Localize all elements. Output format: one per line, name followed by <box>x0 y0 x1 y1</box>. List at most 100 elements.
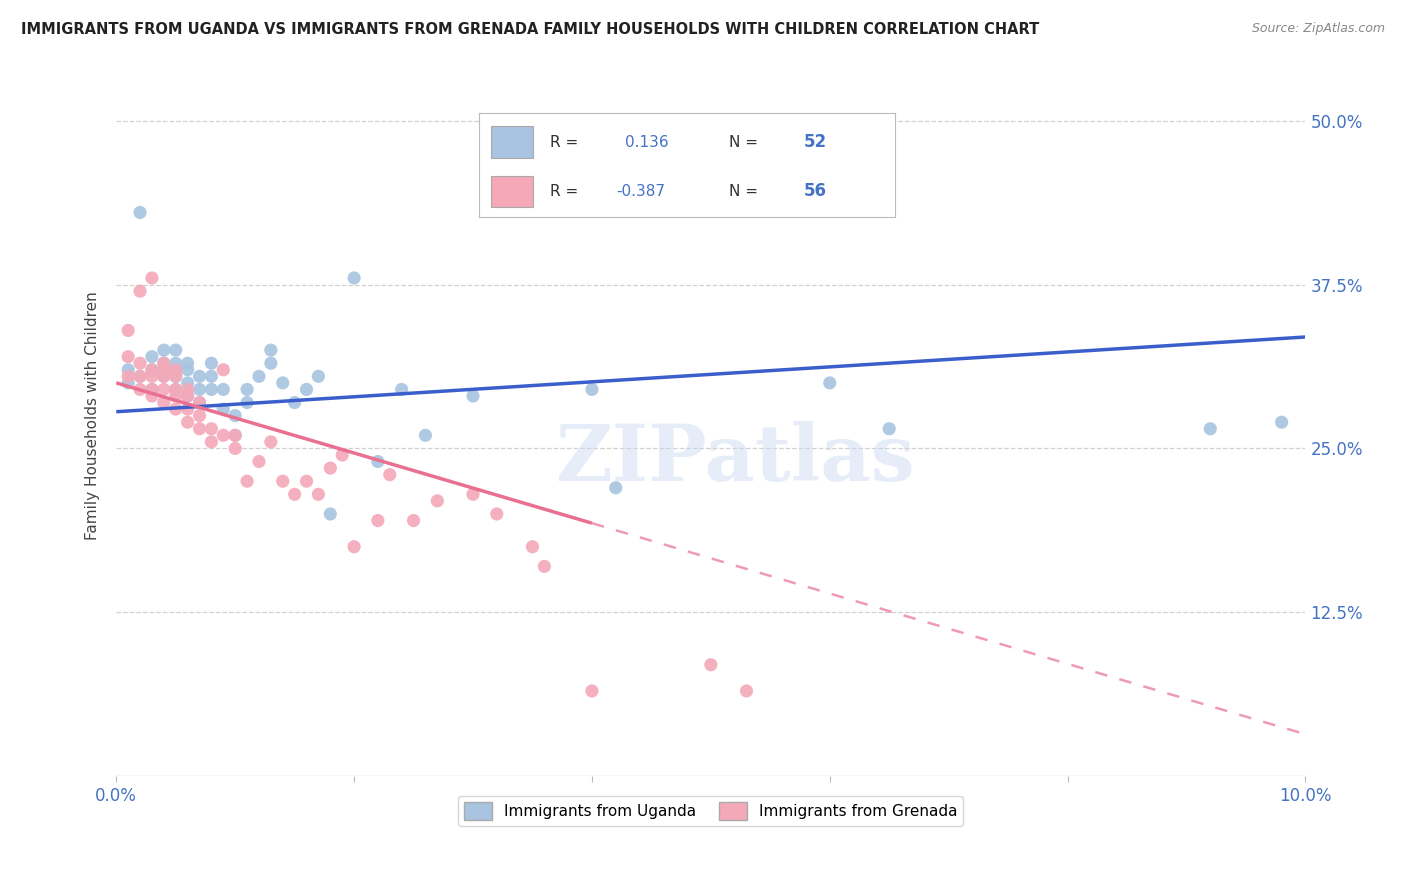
Point <box>295 474 318 488</box>
Point <box>153 363 176 377</box>
Point <box>212 383 235 397</box>
Point <box>176 402 198 417</box>
Point <box>153 356 176 370</box>
Point <box>188 409 211 423</box>
Point <box>176 356 198 370</box>
Point <box>877 422 900 436</box>
Point <box>236 395 259 409</box>
Point <box>176 415 198 429</box>
Point <box>378 467 401 482</box>
Point <box>117 350 139 364</box>
Point <box>818 376 841 390</box>
Point <box>141 369 163 384</box>
Point <box>367 514 389 528</box>
Point <box>176 389 198 403</box>
Point <box>153 369 176 384</box>
Point <box>129 383 152 397</box>
Point <box>165 363 187 377</box>
Point <box>117 369 139 384</box>
Point <box>165 356 187 370</box>
Point <box>188 395 211 409</box>
Point <box>330 448 353 462</box>
Point <box>605 481 627 495</box>
Point <box>165 389 187 403</box>
Point <box>165 402 187 417</box>
Point <box>224 428 246 442</box>
Point <box>176 389 198 403</box>
Point <box>533 559 555 574</box>
Point <box>284 487 307 501</box>
Point <box>735 684 758 698</box>
Point <box>461 389 484 403</box>
Point <box>117 323 139 337</box>
Point <box>415 428 437 442</box>
Point <box>212 402 235 417</box>
Point <box>402 514 425 528</box>
Point <box>141 271 163 285</box>
Point <box>176 383 198 397</box>
Point <box>581 684 603 698</box>
Point <box>1271 415 1294 429</box>
Point <box>129 284 152 298</box>
Point <box>141 389 163 403</box>
Point <box>153 369 176 384</box>
Legend: Immigrants from Uganda, Immigrants from Grenada: Immigrants from Uganda, Immigrants from … <box>458 797 963 826</box>
Point <box>188 369 211 384</box>
Point <box>141 383 163 397</box>
Point <box>367 454 389 468</box>
Point <box>153 363 176 377</box>
Point <box>129 356 152 370</box>
Point <box>117 376 139 390</box>
Point <box>236 474 259 488</box>
Point <box>224 442 246 456</box>
Point <box>260 343 283 357</box>
Point <box>200 422 222 436</box>
Point <box>343 540 366 554</box>
Point <box>117 363 139 377</box>
Point <box>461 487 484 501</box>
Point <box>200 356 222 370</box>
Point <box>165 383 187 397</box>
Point <box>522 540 544 554</box>
Point <box>343 271 366 285</box>
Point <box>581 383 603 397</box>
Point <box>284 395 307 409</box>
Point <box>176 376 198 390</box>
Point <box>129 205 152 219</box>
Point <box>307 369 329 384</box>
Point <box>200 369 222 384</box>
Text: IMMIGRANTS FROM UGANDA VS IMMIGRANTS FROM GRENADA FAMILY HOUSEHOLDS WITH CHILDRE: IMMIGRANTS FROM UGANDA VS IMMIGRANTS FRO… <box>21 22 1039 37</box>
Point <box>153 343 176 357</box>
Point <box>165 343 187 357</box>
Point <box>188 422 211 436</box>
Point <box>391 383 413 397</box>
Point <box>260 434 283 449</box>
Point <box>426 494 449 508</box>
Point <box>307 487 329 501</box>
Point <box>153 356 176 370</box>
Point <box>188 395 211 409</box>
Y-axis label: Family Households with Children: Family Households with Children <box>86 292 100 540</box>
Text: Source: ZipAtlas.com: Source: ZipAtlas.com <box>1251 22 1385 36</box>
Point <box>165 369 187 384</box>
Point <box>224 409 246 423</box>
Point <box>700 657 723 672</box>
Point <box>141 383 163 397</box>
Point <box>247 369 270 384</box>
Point <box>129 369 152 384</box>
Point <box>236 383 259 397</box>
Point <box>129 369 152 384</box>
Point <box>153 383 176 397</box>
Point <box>212 363 235 377</box>
Point <box>295 383 318 397</box>
Point <box>141 363 163 377</box>
Point <box>319 507 342 521</box>
Point <box>188 383 211 397</box>
Text: ZIPatlas: ZIPatlas <box>555 421 914 497</box>
Point <box>260 356 283 370</box>
Point <box>141 363 163 377</box>
Point <box>200 383 222 397</box>
Point <box>153 395 176 409</box>
Point <box>165 383 187 397</box>
Point <box>271 376 294 390</box>
